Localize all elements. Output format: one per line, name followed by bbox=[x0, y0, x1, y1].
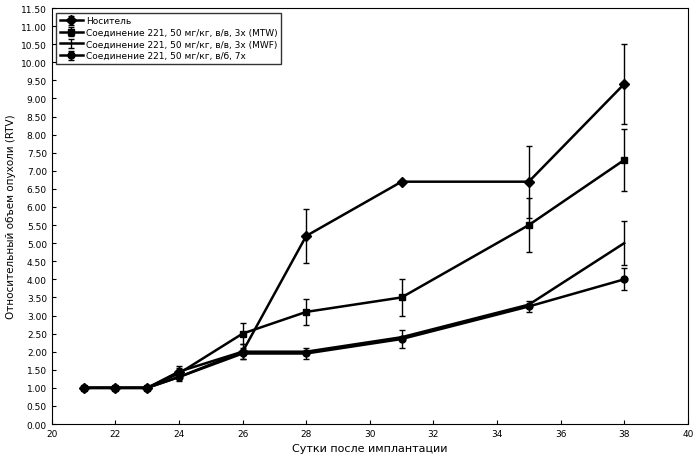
X-axis label: Сутки после имплантации: Сутки после имплантации bbox=[292, 443, 447, 453]
Y-axis label: Относительный объем опухоли (RTV): Относительный объем опухоли (RTV) bbox=[6, 114, 15, 319]
Legend: Носитель, Соединение 221, 50 мг/кг, в/в, 3х (MTW), Соединение 221, 50 мг/кг, в/в: Носитель, Соединение 221, 50 мг/кг, в/в,… bbox=[57, 13, 282, 65]
